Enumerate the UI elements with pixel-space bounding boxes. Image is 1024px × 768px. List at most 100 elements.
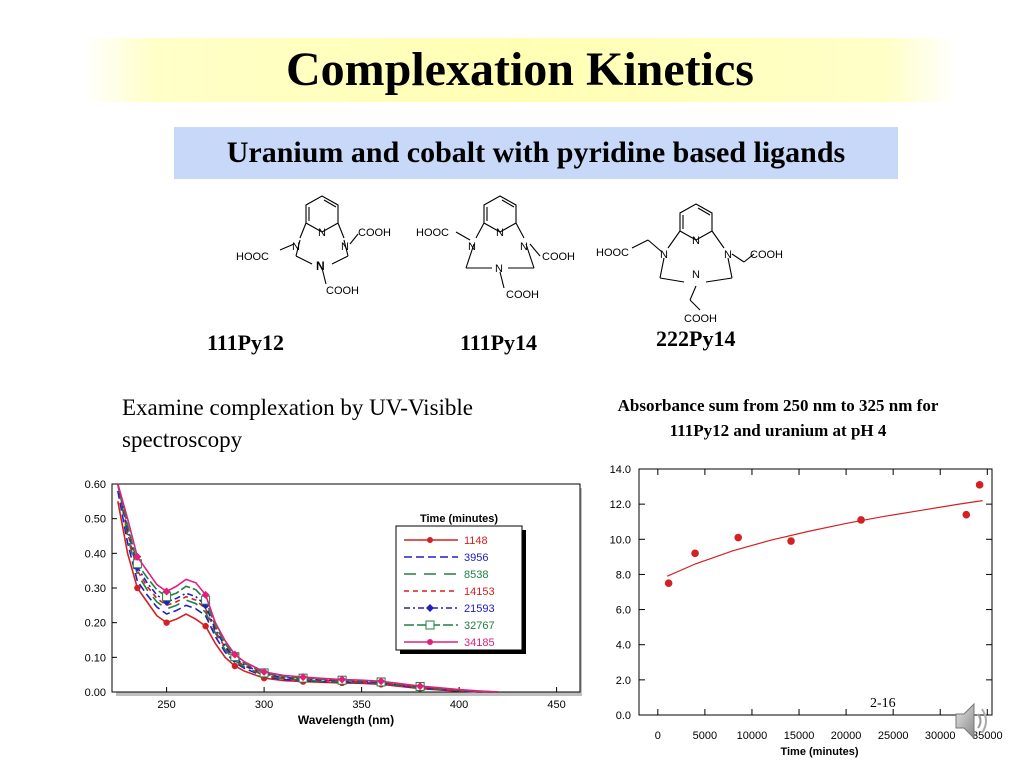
legend-entry-3956: 3956	[464, 552, 488, 564]
y-tick-label: 8.0	[616, 569, 631, 581]
legend-entry-21593: 21593	[464, 603, 495, 615]
x-tick-label: 5000	[693, 730, 717, 742]
legend-title: Time (minutes)	[420, 513, 498, 525]
chart2-title-line2: 111Py12 and uranium at pH 4	[669, 421, 887, 440]
structure-222py14: N N N N HOOC COOH COOH	[596, 203, 783, 325]
structure-111py12: N N N N HOOC COOH COOH	[236, 195, 391, 297]
data-point	[787, 537, 795, 545]
series-marker-34185	[133, 552, 142, 561]
y-tick-label: 0.40	[85, 548, 106, 560]
ligand-label-111py12: 111Py12	[207, 330, 285, 355]
title-band	[84, 38, 956, 102]
x-tick-label: 20000	[831, 730, 862, 742]
x-tick-label: 350	[352, 699, 370, 711]
atom-n-pyridine: N	[318, 227, 326, 239]
absorbance-time-chart: 0.0 2.0 4.0 6.0 8.0 10.0 12.0 14.0 0 5000 10000 150…	[610, 464, 1003, 758]
series-marker-34185	[338, 675, 347, 684]
atom-n-pyridine: N	[496, 227, 504, 239]
uv-vis-spectra-chart: 0.00 0.10 0.20 0.30 0.40 0.50 0.60 250 300 350 400…	[85, 479, 582, 727]
series-line-1148	[117, 501, 499, 693]
legend-entry-8538: 8538	[464, 569, 488, 581]
group-cooh-2: COOH	[506, 289, 539, 301]
y-tick-label: 0.0	[616, 710, 631, 722]
series-line-3956	[117, 490, 499, 693]
group-hooc: HOOC	[236, 251, 269, 263]
atom-n-1: N	[468, 241, 476, 253]
y-tick-label: 4.0	[616, 640, 631, 652]
data-point	[975, 481, 984, 489]
legend-entry-32767: 32767	[464, 620, 495, 632]
series-marker-1148	[134, 584, 141, 592]
y-tick-label: 0.10	[85, 652, 106, 664]
data-point	[734, 533, 742, 542]
y-tick-label: 0.50	[85, 514, 106, 526]
legend-box	[395, 525, 523, 651]
legend-marker-34185	[427, 639, 433, 645]
y-tick-label: 6.0	[616, 605, 631, 617]
atom-n-2: N	[341, 241, 349, 253]
x-tick-label: 450	[547, 699, 565, 711]
ligand-label-111py14: 111Py14	[460, 330, 538, 355]
atom-n-2: N	[520, 241, 528, 253]
chart2-title-line1: Absorbance sum from 250 nm to 325 nm for	[617, 396, 939, 415]
y-tick-label: 0.30	[85, 583, 106, 595]
legend-entry-14153: 14153	[464, 586, 495, 598]
group-cooh-2: COOH	[326, 285, 359, 297]
x-tick-label: 30000	[925, 730, 956, 742]
x-tick-label: 250	[157, 699, 175, 711]
slide-number: 2-16	[870, 696, 896, 711]
legend-marker-1148	[427, 537, 433, 543]
group-cooh-1: COOH	[358, 227, 391, 239]
x-tick-label: 10000	[737, 730, 768, 742]
slide-subtitle: Uranium and cobalt with pyridine based l…	[174, 127, 898, 179]
atom-n-3: N	[495, 263, 503, 275]
y-tick-label: 0.00	[85, 687, 106, 699]
x-tick-label: 35000	[972, 730, 1003, 742]
series-marker-34185	[377, 677, 386, 686]
group-cooh-1: COOH	[542, 251, 575, 263]
legend-entry-1148: 1148	[464, 535, 488, 547]
series-marker-34185	[162, 587, 171, 596]
structure-111py14: N N N N HOOC COOH COOH	[416, 195, 575, 301]
x-tick-label: 400	[450, 699, 468, 711]
x-tick-label: 300	[255, 699, 273, 711]
data-point	[857, 516, 865, 524]
group-cooh-2: COOH	[684, 313, 717, 325]
atom-n-pyridine: N	[692, 235, 700, 247]
series-marker-34185	[230, 650, 239, 659]
pyridine-ring	[483, 195, 517, 233]
x-axis-label: Wavelength (nm)	[298, 713, 394, 727]
series-marker-1148	[163, 619, 170, 626]
chart2-title: Absorbance sum from 250 nm to 325 nm for…	[556, 393, 1000, 443]
y-tick-label: 0.20	[85, 618, 106, 630]
atom-n-1: N	[660, 249, 668, 261]
legend-marker-32767	[425, 620, 435, 630]
series-marker-1148	[202, 622, 209, 630]
legend-marker-21593	[426, 604, 434, 612]
y-tick-label: 14.0	[610, 464, 631, 476]
data-point	[691, 549, 699, 558]
group-hooc: HOOC	[416, 227, 449, 239]
series-marker-34185	[260, 667, 269, 676]
series-marker-34185	[299, 673, 308, 682]
fit-curve	[667, 500, 983, 577]
examine-text: Examine complexation by UV-Visible spect…	[122, 395, 474, 452]
slide-title: Complexation Kinetics	[286, 43, 754, 96]
y-tick-label: 10.0	[610, 534, 631, 546]
series-marker-1148	[231, 662, 239, 670]
x-tick-label: 25000	[878, 730, 909, 742]
legend-entry-34185: 34185	[464, 637, 495, 649]
y-tick-label: 0.60	[85, 479, 106, 491]
data-point	[664, 579, 673, 588]
data-point	[962, 510, 971, 519]
speaker-icon[interactable]	[952, 698, 992, 744]
atom-n-3: N	[692, 269, 700, 281]
series-line-14153	[117, 483, 499, 693]
series-line-34185	[117, 483, 499, 693]
group-cooh-1: COOH	[750, 249, 783, 261]
pyridine-ring	[679, 203, 713, 241]
pyridine-ring	[305, 195, 339, 233]
ligand-label-222py14: 222Py14	[656, 326, 736, 351]
atom-n-3: N	[316, 259, 325, 273]
group-hooc: HOOC	[596, 247, 629, 259]
